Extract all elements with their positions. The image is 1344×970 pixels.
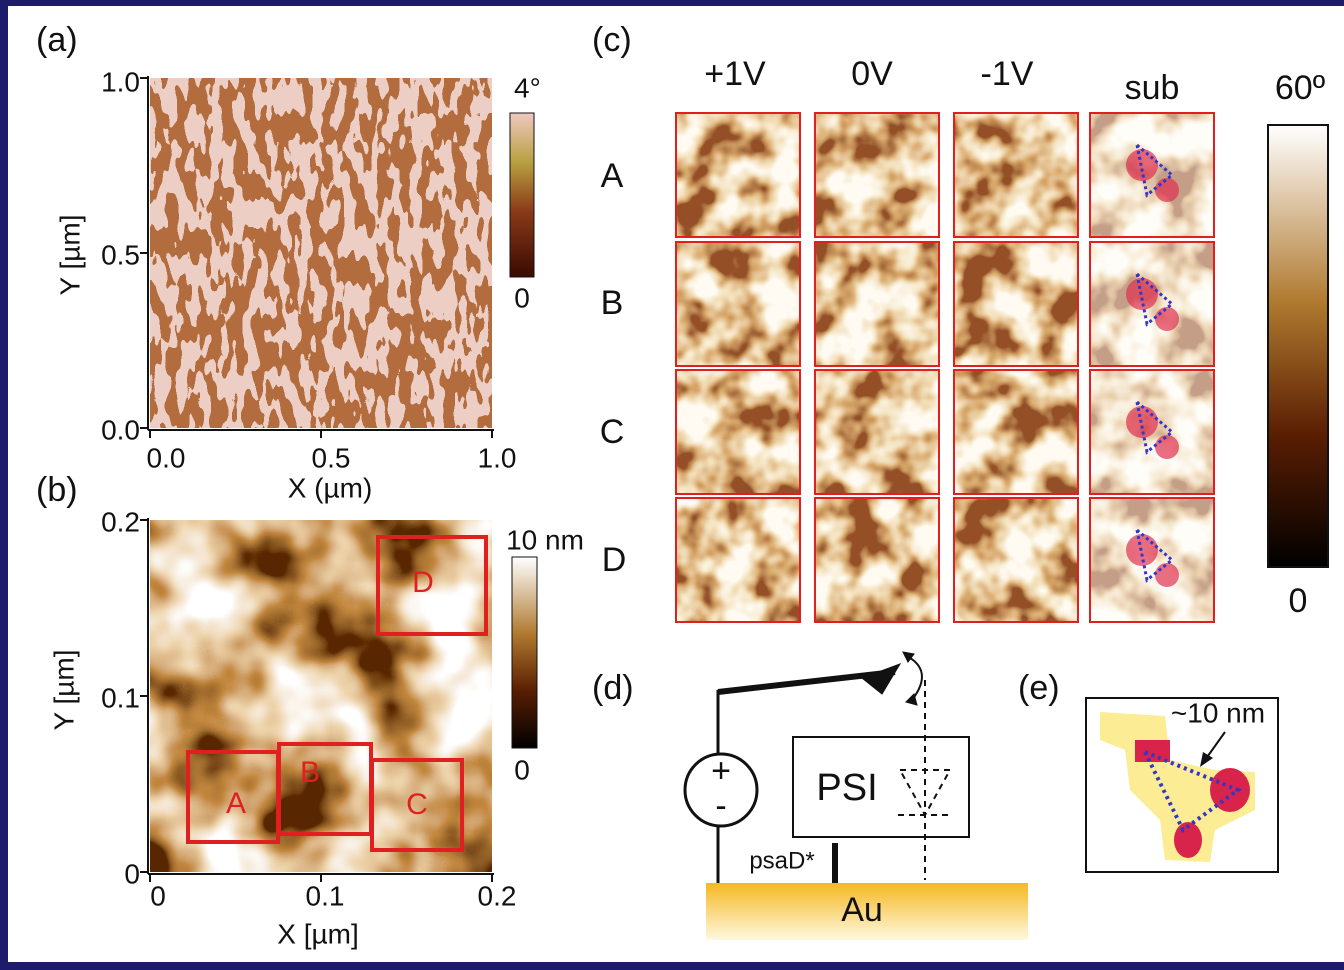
region-label: D [412,566,434,599]
hotspot [1155,307,1179,331]
minus-sign: - [715,787,726,825]
y-tick: 0 [124,858,140,889]
panel-label: (c) [592,21,632,59]
column-label: -1V [981,55,1034,93]
hotspot [1155,178,1179,202]
colorbar [1268,125,1328,567]
panel-label: (b) [36,471,78,509]
x-tick: 0.0 [147,442,186,473]
region-label: B [300,756,320,789]
afm-tile [954,498,1078,622]
rect [1135,740,1170,762]
hotspot [1155,563,1179,587]
x-tick: 0.2 [478,880,517,911]
colorbar [510,113,534,277]
colorbar-max: 10 nm [506,524,584,555]
afm-tile [954,242,1078,366]
afm-tile [815,370,939,494]
x-tick: 0 [150,880,166,911]
y-label: Y [µm] [48,650,79,731]
afm-tile [954,113,1078,237]
afm-tile [676,113,800,237]
colorbar-max: 4° [514,72,541,103]
column-label: sub [1125,69,1180,107]
afm-image [150,520,492,872]
y-tick: 0.2 [101,506,140,537]
y-tick: 1.0 [101,66,140,97]
afm-tile [815,498,939,622]
x-label: X [µm] [277,918,358,949]
x-tick: 0.1 [306,880,345,911]
afm-tile [676,242,800,366]
colorbar-min: 0 [1289,582,1308,620]
x-label: X (µm) [288,472,373,503]
row-label: D [602,541,627,579]
afm-tile [954,370,1078,494]
y-label: Y [µm] [54,215,85,296]
colorbar-min: 0 [514,282,530,313]
scale-annotation: ~10 nm [1171,697,1265,728]
region-label: C [406,788,428,821]
afm-image [150,78,492,428]
figure: (a) 1.0 0.5 0.0 0.0 0.5 1.0 X (µm) Y [µm… [0,0,1344,970]
protein-label: PSI [816,767,877,809]
colorbar-min: 0 [514,754,530,785]
hotspot [1155,435,1179,459]
row-label: B [601,284,624,322]
panel-label: (a) [36,21,78,59]
x-tick: 0.5 [312,442,351,473]
plus-sign: + [711,752,731,790]
row-label: C [600,413,625,451]
afm-tile [815,242,939,366]
colorbar-max: 60º [1275,69,1325,107]
panel-label: (e) [1018,669,1060,707]
afm-tile [815,113,939,237]
afm-tile [676,370,800,494]
substrate-label: Au [841,891,883,929]
column-label: 0V [851,55,893,93]
x-tick: 1.0 [478,442,517,473]
region-label: A [226,787,246,820]
linker-label: psaD* [749,847,814,874]
y-tick: 0.0 [101,414,140,445]
y-tick: 0.1 [101,682,140,713]
column-label: +1V [704,55,766,93]
colorbar [512,557,537,748]
y-tick: 0.5 [101,239,140,270]
row-label: A [601,157,624,195]
panel-label: (d) [592,669,634,707]
afm-tile [676,498,800,622]
